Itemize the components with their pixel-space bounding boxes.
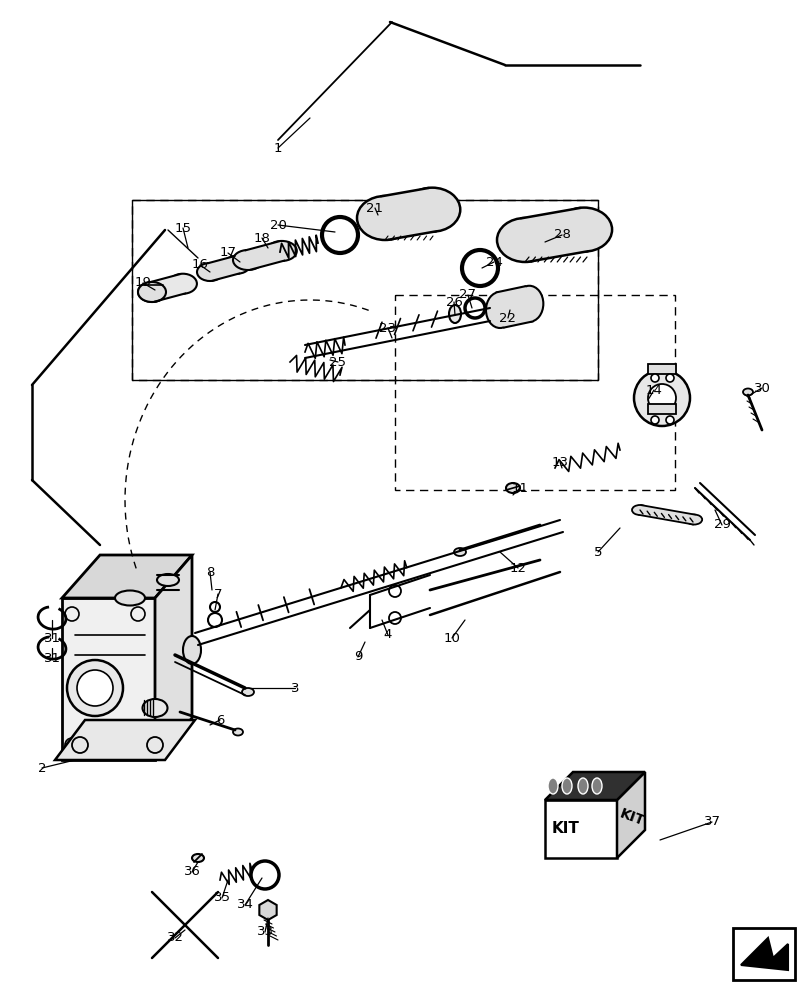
Ellipse shape (182, 636, 201, 664)
Bar (647, 404, 676, 414)
Ellipse shape (142, 699, 167, 717)
Text: 27: 27 (459, 288, 476, 302)
Polygon shape (245, 241, 284, 270)
Text: 33: 33 (256, 925, 273, 938)
Text: 2: 2 (37, 762, 46, 774)
Text: 25: 25 (329, 356, 346, 368)
Polygon shape (380, 188, 436, 240)
Polygon shape (544, 800, 616, 858)
Text: 10: 10 (443, 632, 460, 644)
Ellipse shape (404, 188, 460, 232)
Ellipse shape (505, 483, 519, 493)
Ellipse shape (556, 208, 611, 252)
Circle shape (665, 416, 673, 424)
Polygon shape (62, 598, 155, 760)
Text: 22: 22 (499, 312, 516, 324)
Text: 1: 1 (273, 142, 282, 155)
Text: 7: 7 (213, 587, 222, 600)
Text: 19: 19 (135, 276, 151, 290)
Circle shape (665, 374, 673, 382)
Ellipse shape (547, 778, 557, 794)
Ellipse shape (631, 505, 647, 515)
Ellipse shape (496, 218, 552, 262)
Ellipse shape (115, 590, 145, 605)
Text: 32: 32 (166, 931, 183, 944)
Ellipse shape (357, 196, 413, 240)
Polygon shape (62, 555, 191, 598)
Ellipse shape (561, 778, 571, 794)
Circle shape (388, 612, 401, 624)
Text: 20: 20 (269, 219, 286, 232)
Ellipse shape (486, 292, 513, 328)
Text: 9: 9 (354, 650, 362, 664)
Text: 31: 31 (44, 652, 61, 664)
Ellipse shape (242, 688, 254, 696)
Circle shape (647, 384, 676, 412)
Text: 35: 35 (213, 892, 230, 904)
Text: 18: 18 (253, 232, 270, 244)
Bar (647, 364, 676, 374)
Ellipse shape (138, 282, 165, 302)
Text: 6: 6 (216, 713, 224, 726)
Text: 30: 30 (753, 381, 770, 394)
Ellipse shape (169, 274, 196, 294)
Text: 11: 11 (511, 482, 528, 494)
Text: 13: 13 (551, 456, 568, 468)
Text: 36: 36 (183, 865, 200, 878)
Text: 28: 28 (553, 229, 570, 241)
Text: 3: 3 (290, 682, 299, 694)
Ellipse shape (138, 282, 165, 302)
Text: 4: 4 (384, 628, 392, 642)
Ellipse shape (577, 778, 587, 794)
Text: 8: 8 (205, 566, 214, 578)
Polygon shape (155, 555, 191, 760)
Ellipse shape (197, 263, 223, 281)
Ellipse shape (685, 515, 702, 525)
Ellipse shape (157, 574, 178, 586)
Ellipse shape (233, 728, 242, 735)
Circle shape (77, 670, 113, 706)
Text: 37: 37 (702, 815, 719, 828)
Text: KIT: KIT (551, 821, 578, 836)
Text: 14: 14 (645, 383, 662, 396)
Text: 15: 15 (174, 222, 191, 235)
Ellipse shape (453, 548, 466, 556)
Polygon shape (521, 208, 587, 262)
Polygon shape (616, 772, 644, 858)
Text: 17: 17 (219, 246, 236, 259)
Circle shape (67, 660, 122, 716)
Text: 23: 23 (379, 322, 396, 334)
Text: 12: 12 (508, 562, 526, 574)
Circle shape (650, 416, 659, 424)
Ellipse shape (515, 286, 543, 322)
Text: 34: 34 (236, 898, 253, 911)
Polygon shape (259, 900, 277, 920)
Text: 16: 16 (191, 258, 208, 271)
Bar (732, 928, 794, 980)
Ellipse shape (191, 854, 204, 862)
Polygon shape (740, 938, 787, 970)
Polygon shape (496, 286, 533, 328)
Text: 31: 31 (44, 632, 61, 644)
Ellipse shape (233, 250, 263, 270)
Ellipse shape (742, 388, 752, 395)
Ellipse shape (448, 305, 461, 323)
Text: 26: 26 (445, 296, 462, 308)
Polygon shape (638, 505, 694, 524)
Polygon shape (55, 720, 195, 760)
Ellipse shape (591, 778, 601, 794)
Circle shape (388, 585, 401, 597)
Polygon shape (544, 772, 644, 800)
Text: 5: 5 (593, 546, 602, 558)
Text: KIT: KIT (617, 807, 646, 829)
Ellipse shape (224, 256, 250, 274)
Text: 21: 21 (366, 202, 383, 215)
Polygon shape (208, 256, 239, 281)
Ellipse shape (267, 241, 297, 261)
Circle shape (650, 374, 659, 382)
Text: 29: 29 (713, 518, 730, 532)
Circle shape (633, 370, 689, 426)
Text: 24: 24 (485, 255, 502, 268)
Polygon shape (149, 274, 185, 302)
